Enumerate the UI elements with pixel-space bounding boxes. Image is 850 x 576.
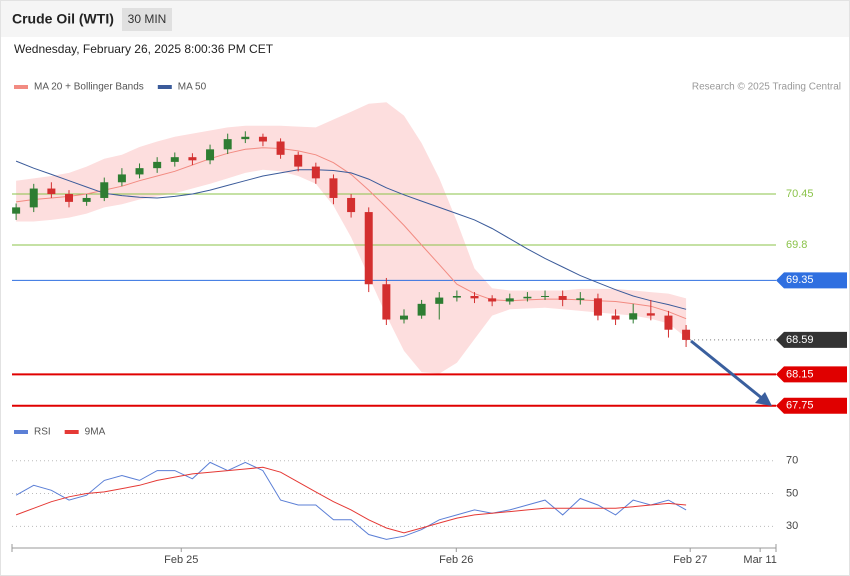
candle-body: [682, 329, 691, 340]
level-box: [776, 272, 847, 289]
x-tick-label: Feb 27: [673, 554, 707, 566]
timeframe: 30 MIN: [128, 12, 167, 26]
forecast-arrowhead: [755, 392, 772, 406]
candle-body: [206, 149, 215, 161]
legend-swatch: [14, 430, 28, 434]
ma-line: [16, 147, 687, 320]
level-label: 69.8: [786, 239, 807, 251]
legend-label: 9MA: [85, 427, 106, 438]
timeframe-box: [122, 8, 172, 31]
legend-label: MA 20 + Bollinger Bands: [34, 82, 144, 93]
candle-body: [223, 139, 232, 150]
candle-body: [664, 315, 673, 330]
legend-swatch: [14, 85, 28, 89]
legend-label: MA 50: [178, 82, 207, 93]
candle-body: [382, 284, 391, 320]
candle-body: [65, 194, 74, 202]
y-tick-label: 50: [786, 487, 798, 499]
candle-body: [541, 296, 550, 297]
ma-line: [15, 160, 687, 310]
level-label: 70.45: [786, 188, 814, 200]
candle-body: [170, 157, 179, 162]
level-label: 69.35: [786, 274, 814, 286]
x-tick-label: Mar 11: [743, 554, 776, 566]
level-label: 67.75: [786, 400, 814, 412]
candle-body: [153, 161, 162, 169]
candle-body: [12, 207, 21, 214]
forecast-arrow: [690, 339, 764, 401]
y-tick-label: 70: [786, 455, 798, 467]
candle-body: [311, 166, 320, 179]
candle-body: [435, 297, 444, 304]
candle-body: [100, 182, 109, 198]
legend-swatch: [157, 85, 172, 89]
candle-body: [523, 296, 532, 299]
level-box: [776, 366, 847, 383]
candle-body: [82, 197, 91, 202]
chart-title: Crude Oil (WTI): [12, 11, 114, 27]
candle-body: [505, 298, 514, 302]
candle-body: [417, 303, 426, 316]
level-label: 68.59: [786, 334, 814, 346]
candle-body: [611, 315, 620, 320]
candle-body: [452, 296, 461, 298]
candle-body: [294, 154, 303, 167]
candle-body: [276, 141, 285, 155]
indicator-line: [15, 466, 687, 534]
candle-body: [135, 168, 144, 175]
level-box: [776, 397, 847, 414]
candle-body: [364, 212, 373, 285]
candle-body: [347, 197, 356, 213]
level-label: 68.15: [786, 368, 814, 380]
candle-body: [117, 174, 126, 183]
bollinger-band: [16, 102, 687, 374]
level-box: [776, 331, 847, 348]
legend-label: RSI: [34, 427, 51, 438]
y-tick-label: 30: [786, 520, 798, 532]
candle-body: [470, 296, 479, 299]
x-tick-label: Feb 25: [164, 554, 198, 566]
candle-body: [29, 188, 38, 208]
legend-swatch: [64, 430, 79, 434]
candle-body: [629, 313, 638, 320]
timestamp: Wednesday, February 26, 2025 8:00:36 PM …: [14, 42, 274, 56]
x-tick-label: Feb 26: [439, 554, 473, 566]
indicator-line: [15, 461, 687, 540]
candle-body: [188, 157, 197, 161]
candle-body: [593, 298, 602, 316]
candle-body: [47, 188, 56, 195]
candle-body: [558, 296, 567, 300]
candle-body: [646, 313, 655, 316]
candle-body: [488, 298, 497, 302]
candle-body: [576, 298, 585, 300]
candle-body: [329, 178, 338, 198]
candle-body: [399, 315, 408, 320]
candle-body: [241, 136, 250, 140]
credit: Research © 2025 Trading Central: [692, 82, 841, 93]
candle-body: [258, 136, 267, 142]
